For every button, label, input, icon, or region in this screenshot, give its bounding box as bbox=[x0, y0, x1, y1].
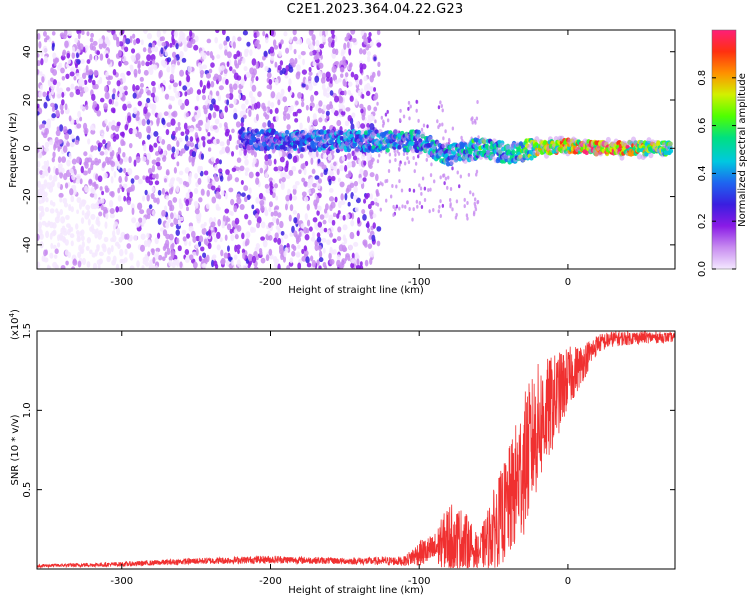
spectrogram-y-tick-label: 20 bbox=[22, 94, 33, 107]
spectrogram-x-ticks: -300 -200 -100 0 bbox=[110, 30, 571, 288]
colorbar-tick-label: 0.0 bbox=[697, 261, 708, 277]
snr-x-tick-label: -200 bbox=[259, 576, 282, 587]
snr-x-ticks: -300 -200 -100 0 bbox=[110, 331, 571, 587]
spectrogram-y-tick-label: -40 bbox=[22, 237, 33, 253]
snr-y-tick-label: 1.0 bbox=[22, 402, 33, 418]
colorbar-tick-label: 0.8 bbox=[697, 70, 708, 86]
colorbar-ticks: 0.0 0.2 0.4 0.6 0.8 bbox=[697, 70, 736, 277]
snr-y-multiplier: (x104) bbox=[8, 309, 21, 340]
colorbar-tick-label: 0.6 bbox=[697, 118, 708, 134]
snr-y-ticks: 0.5 1.0 1.5 bbox=[22, 323, 675, 498]
spectrogram-heatmap bbox=[37, 30, 674, 269]
spectrogram-x-tick-label: -100 bbox=[408, 277, 431, 288]
colorbar-gradient bbox=[711, 29, 737, 270]
snr-panel: -300 -200 -100 0 0.5 1.0 1.5 Height of straig… bbox=[8, 309, 676, 596]
colorbar-label: Normalized spectral amplitude bbox=[737, 73, 748, 227]
snr-x-tick-label: -100 bbox=[408, 576, 431, 587]
snr-x-axis-label: Height of straight line (km) bbox=[288, 585, 424, 596]
snr-y-axis-label: SNR (10 * v/v) bbox=[10, 414, 21, 485]
spectrogram-frame bbox=[36, 29, 676, 270]
colorbar-tick-label: 0.2 bbox=[697, 213, 708, 229]
spectrogram-y-ticks: 40 20 0 -20 -40 bbox=[22, 45, 675, 253]
snr-series-line bbox=[37, 331, 675, 569]
colorbar: 0.0 0.2 0.4 0.6 0.8 Normalized spectral ampl… bbox=[697, 29, 748, 277]
spectrogram-x-tick-label: -200 bbox=[259, 277, 282, 288]
spectrogram-y-tick-label: 0 bbox=[22, 145, 33, 151]
snr-x-tick-label: 0 bbox=[565, 576, 571, 587]
chart-title: C2E1.2023.364.04.22.G23 bbox=[286, 2, 464, 17]
spectrogram-y-axis-label: Frequency (Hz) bbox=[8, 112, 19, 188]
spectrogram-x-axis-label: Height of straight line (km) bbox=[288, 285, 424, 296]
snr-x-tick-label: -300 bbox=[110, 576, 133, 587]
snr-y-tick-label: 0.5 bbox=[22, 482, 33, 498]
snr-y-tick-label: 1.5 bbox=[22, 323, 33, 339]
snr-frame bbox=[36, 330, 676, 570]
colorbar-tick-label: 0.4 bbox=[697, 165, 708, 181]
spectrogram-y-tick-label: 40 bbox=[22, 45, 33, 58]
spectrogram-panel: -300 -200 -100 0 40 20 0 -20 -40 Height of stra… bbox=[8, 29, 676, 296]
spectrogram-x-tick-label: 0 bbox=[565, 277, 571, 288]
spectrogram-y-tick-label: -20 bbox=[22, 188, 33, 204]
spectrogram-x-tick-label: -300 bbox=[110, 277, 133, 288]
